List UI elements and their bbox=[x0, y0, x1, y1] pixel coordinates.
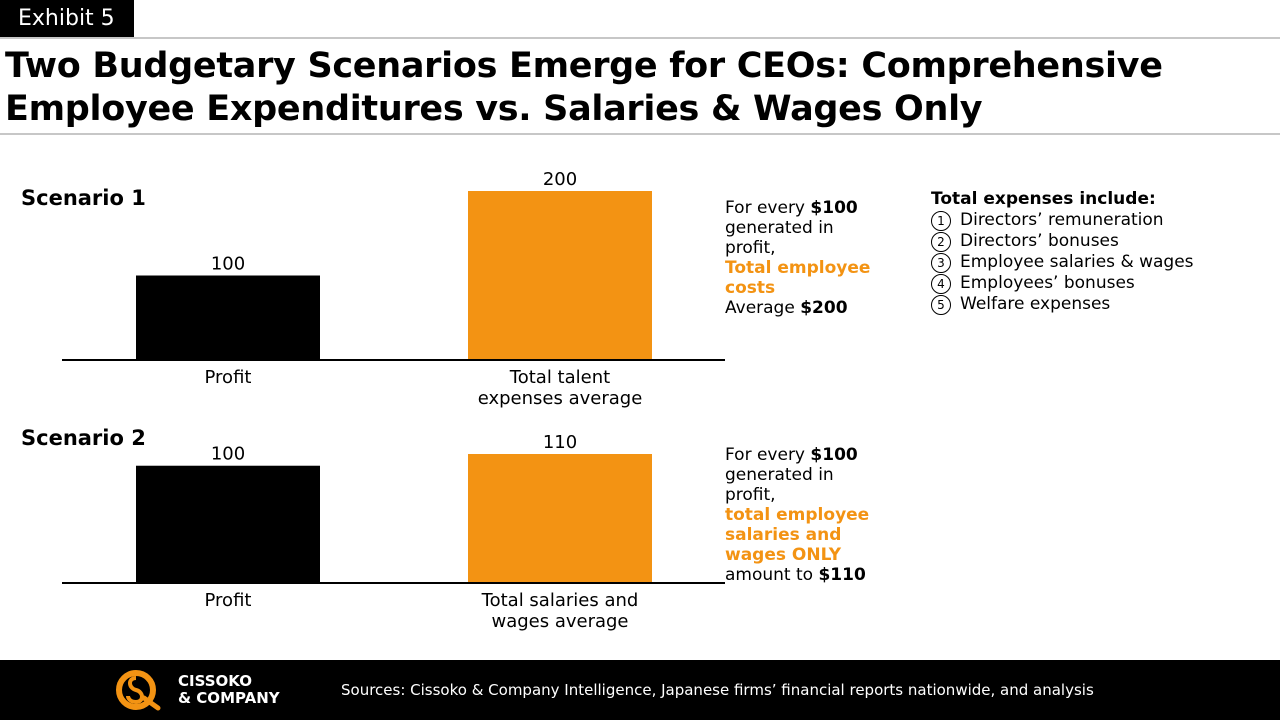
scenario-1-note: For every $100 generated in profit, Tota… bbox=[725, 198, 925, 318]
bar bbox=[136, 275, 320, 360]
bar bbox=[468, 454, 652, 583]
data-label: 110 bbox=[543, 432, 577, 453]
scenario-2-label: Scenario 2 bbox=[21, 426, 146, 450]
footer: CISSOKO & COMPANY Sources: Cissoko & Com… bbox=[0, 660, 1280, 720]
list-item: 4 Employees’ bonuses bbox=[931, 273, 1250, 294]
expenses-heading: Total expenses include: bbox=[931, 189, 1156, 209]
circled-number: 1 bbox=[931, 211, 951, 231]
category-label: wages average bbox=[491, 611, 628, 632]
page-title: Two Budgetary Scenarios Emerge for CEOs:… bbox=[5, 46, 1163, 129]
logo-line: CISSOKO bbox=[178, 672, 252, 690]
list-item: 3 Employee salaries & wages bbox=[931, 252, 1250, 273]
note-amount: $200 bbox=[800, 298, 848, 318]
list-item-text: Directors’ remuneration bbox=[960, 210, 1164, 230]
note-highlight: costs bbox=[725, 278, 776, 298]
data-label: 100 bbox=[211, 254, 245, 275]
circled-number: 4 bbox=[931, 274, 951, 294]
note-amount: $100 bbox=[810, 198, 858, 218]
note-text: profit, bbox=[725, 238, 776, 258]
category-label: Total talent bbox=[509, 367, 610, 388]
circled-number: 5 bbox=[931, 295, 951, 315]
note-text: profit, bbox=[725, 485, 776, 505]
list-item-text: Directors’ bonuses bbox=[960, 231, 1119, 251]
bar bbox=[136, 465, 320, 583]
list-item: 1 Directors’ remuneration bbox=[931, 210, 1250, 231]
company-logo-icon bbox=[116, 670, 161, 711]
logo-line: & COMPANY bbox=[178, 689, 280, 707]
scenario-1-label: Scenario 1 bbox=[21, 186, 146, 210]
circled-number: 3 bbox=[931, 253, 951, 273]
data-label: 200 bbox=[543, 169, 577, 190]
note-highlight: Total employee bbox=[725, 258, 871, 278]
note-amount: $100 bbox=[810, 445, 858, 465]
category-label: Profit bbox=[205, 367, 252, 388]
note-text: For every bbox=[725, 198, 811, 218]
note-highlight: wages ONLY bbox=[725, 545, 842, 565]
note-highlight: salaries and bbox=[725, 525, 842, 545]
category-label: Profit bbox=[205, 590, 252, 611]
exhibit-label: Exhibit 5 bbox=[0, 0, 134, 38]
bar bbox=[468, 191, 652, 360]
list-item: 2 Directors’ bonuses bbox=[931, 231, 1250, 252]
list-item-text: Employee salaries & wages bbox=[960, 252, 1194, 272]
divider bbox=[0, 133, 1280, 135]
note-text: generated in bbox=[725, 218, 834, 238]
divider bbox=[0, 37, 1280, 39]
category-label: expenses average bbox=[478, 388, 643, 409]
sources-note: Sources: Cissoko & Company Intelligence,… bbox=[341, 681, 1094, 699]
company-logo-text: CISSOKO & COMPANY bbox=[178, 673, 280, 707]
list-item-text: Welfare expenses bbox=[960, 294, 1111, 314]
data-label: 100 bbox=[211, 444, 245, 465]
category-label: Total salaries and bbox=[481, 590, 639, 611]
note-text: amount to bbox=[725, 565, 819, 585]
list-item: 5 Welfare expenses bbox=[931, 294, 1250, 315]
note-highlight: total employee bbox=[725, 505, 870, 525]
note-text: generated in bbox=[725, 465, 834, 485]
scenario-2-note: For every $100 generated in profit, tota… bbox=[725, 445, 925, 585]
expenses-list: 1 Directors’ remuneration 2 Directors’ bon… bbox=[931, 210, 1250, 315]
note-text: Average bbox=[725, 298, 801, 318]
circled-number: 2 bbox=[931, 232, 951, 252]
list-item-text: Employees’ bonuses bbox=[960, 273, 1135, 293]
note-amount: $110 bbox=[818, 565, 866, 585]
note-text: For every bbox=[725, 445, 811, 465]
